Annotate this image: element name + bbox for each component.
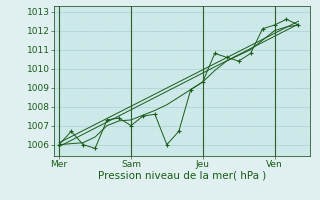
X-axis label: Pression niveau de la mer( hPa ): Pression niveau de la mer( hPa ) — [98, 171, 267, 181]
